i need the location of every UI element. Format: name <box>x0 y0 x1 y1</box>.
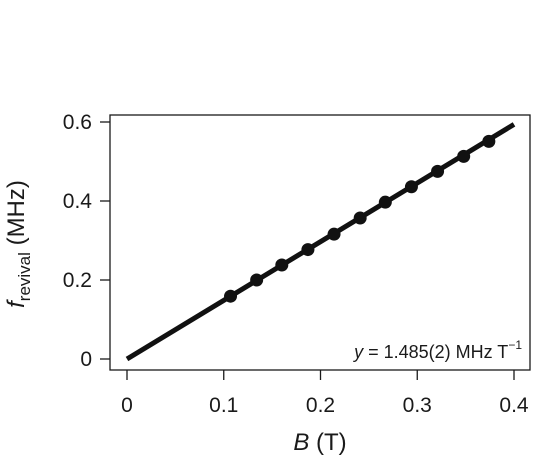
x-tick-label: 0.4 <box>499 394 529 417</box>
y-axis-unit: (MHz) <box>3 180 30 252</box>
data-point <box>457 149 471 163</box>
data-point <box>353 211 367 225</box>
y-tick-label: 0.2 <box>63 269 92 292</box>
fit-annotation-variable: y <box>352 342 364 362</box>
x-tick-label: 0 <box>121 394 133 417</box>
y-axis-variable: f <box>3 299 30 308</box>
y-axis-title: frevival (MHz) <box>3 180 34 308</box>
data-point <box>482 134 496 148</box>
data-point <box>378 195 392 209</box>
y-axis: 0 0.2 0.4 0.6 <box>63 111 110 371</box>
x-axis-variable: B <box>293 429 309 456</box>
data-point <box>404 180 418 194</box>
x-axis-unit: (T) <box>309 429 346 456</box>
fit-annotation-text: = 1.485(2) MHz T <box>363 342 508 362</box>
x-axis-title: B (T) <box>293 429 346 456</box>
y-axis-subscript: revival <box>15 252 34 301</box>
data-point <box>224 289 238 303</box>
data-point <box>327 227 341 241</box>
data-point <box>431 164 445 178</box>
x-tick-label: 0.2 <box>306 394 335 417</box>
series <box>125 122 516 362</box>
fit-line <box>125 122 516 362</box>
fit-annotation: y = 1.485(2) MHz T−1 <box>352 338 522 362</box>
x-tick-label: 0.3 <box>403 394 432 417</box>
data-point <box>275 258 289 272</box>
y-tick-label: 0.6 <box>63 111 92 134</box>
fit-annotation-superscript: −1 <box>508 338 522 352</box>
data-point <box>250 273 264 287</box>
x-axis: 0 0.1 0.2 0.3 0.4 <box>121 370 529 417</box>
y-tick-label: 0 <box>80 348 92 371</box>
data-point <box>301 243 315 257</box>
x-tick-label: 0.1 <box>209 394 238 417</box>
y-tick-label: 0.4 <box>63 190 93 213</box>
